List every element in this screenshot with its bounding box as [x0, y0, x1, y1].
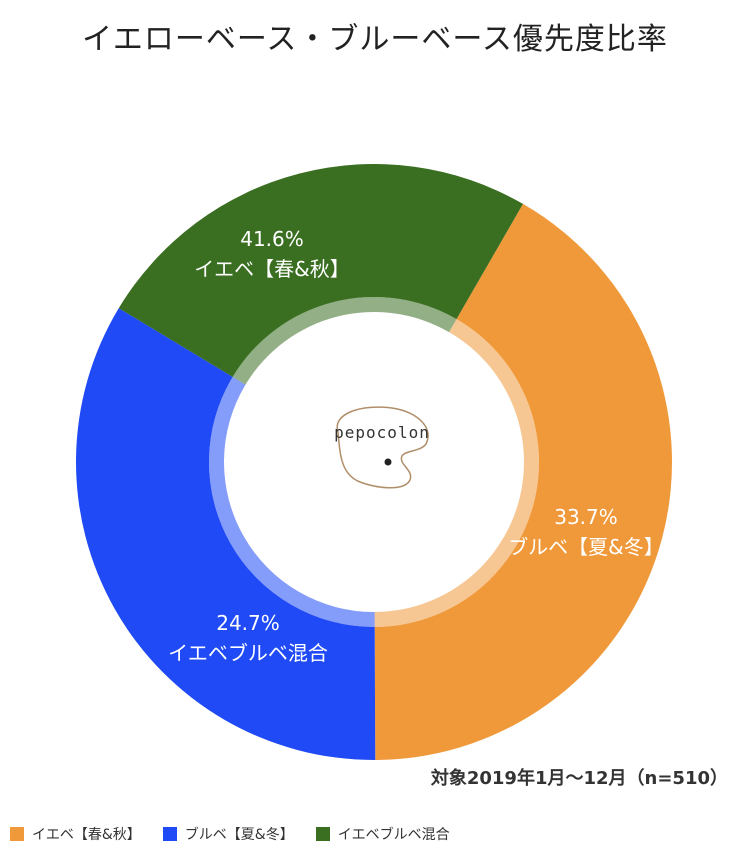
inner-ring-segment-0 [374, 319, 539, 627]
chart-title: イエローベース・ブルーベース優先度比率 [82, 22, 668, 57]
slice-value-label-2: 24.7% [216, 611, 280, 635]
legend-item-0: イエベ【春&秋】 [10, 824, 141, 844]
legend-label-1: ブルベ【夏&冬】 [184, 827, 294, 843]
slice-value-label-1: 33.7% [554, 505, 618, 529]
slice-value-label-0: 41.6% [240, 227, 304, 251]
legend-swatch-2 [315, 827, 330, 841]
slice-0 [374, 203, 672, 760]
legend-item-1: ブルベ【夏&冬】 [162, 824, 294, 844]
slice-category-label-0: イエベ【春&秋】 [194, 257, 349, 281]
slice-category-label-2: イエベブルベ混合 [168, 641, 328, 665]
sample-note: 対象2019年1月〜12月（n=510） [430, 768, 728, 789]
legend-label-0: イエベ【春&秋】 [32, 827, 141, 843]
svg-text:pepocolon: pepocolon [334, 423, 430, 442]
inner-ring-segment-1 [209, 376, 375, 627]
pepocolon-logo: pepocolon [334, 406, 430, 489]
inner-ring-segment-2 [232, 297, 457, 385]
legend-item-2: イエベブルベ混合 [315, 824, 450, 844]
slices [75, 163, 672, 760]
legend-label-2: イエベブルベ混合 [337, 827, 450, 843]
legend-swatch-1 [162, 827, 177, 841]
slice-1 [75, 308, 376, 760]
inner-ring [209, 297, 539, 627]
donut-hole [226, 314, 522, 610]
legend: イエベ【春&秋】 ブルベ【夏&冬】 イエベブルベ混合 [10, 824, 472, 844]
slice-labels: 41.6% イエベ【春&秋】 33.7% ブルベ【夏&冬】 24.7% イエベブルベ混合 [168, 227, 664, 665]
legend-swatch-0 [10, 827, 24, 841]
slice-category-label-1: ブルベ【夏&冬】 [508, 535, 664, 559]
slice-2 [118, 163, 524, 377]
